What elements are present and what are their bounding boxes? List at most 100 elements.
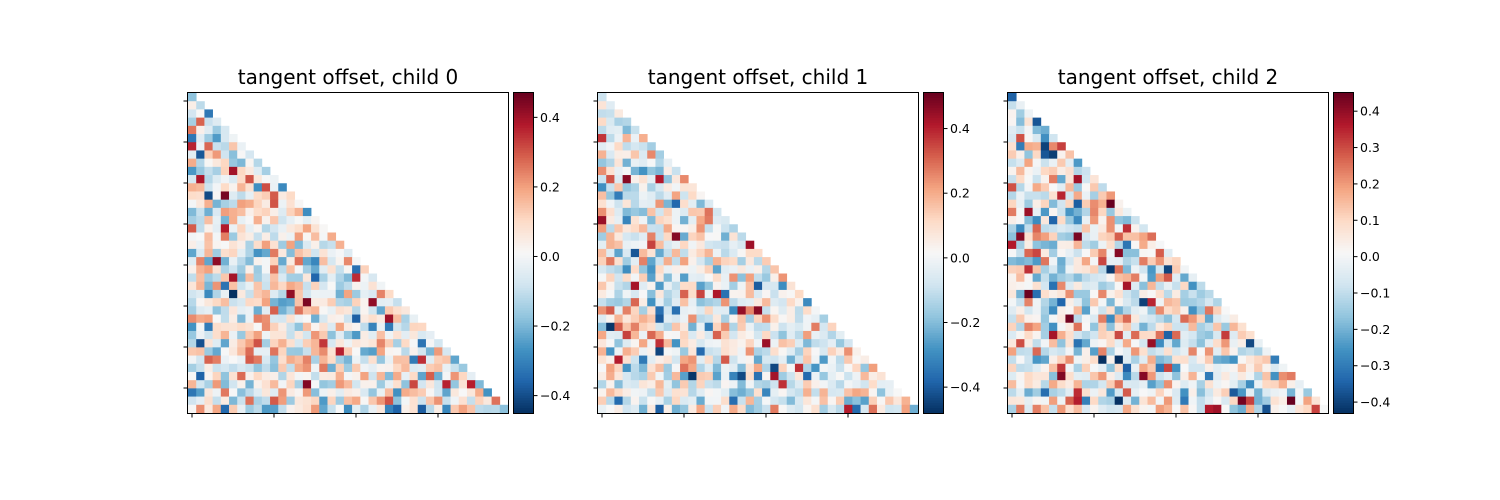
colorbar-segment	[923, 278, 943, 281]
heatmap-cell	[376, 289, 386, 299]
heatmap-cell	[663, 224, 673, 233]
heatmap-cell	[270, 240, 279, 250]
colorbar-segment	[513, 398, 533, 401]
heatmap-cell	[606, 191, 615, 201]
heatmap-cell	[434, 396, 443, 406]
colorbar-segment	[513, 185, 533, 189]
heatmap-cell	[204, 273, 213, 283]
heatmap-cell	[450, 371, 460, 381]
heatmap-cell	[253, 240, 263, 250]
heatmap-cell	[622, 298, 632, 307]
heatmap-cell	[745, 330, 755, 340]
heatmap-cell	[622, 134, 632, 143]
heatmap-cell	[1221, 404, 1230, 414]
heatmap-cell	[261, 257, 271, 266]
heatmap-cell	[294, 339, 304, 348]
heatmap-cell	[1073, 355, 1083, 365]
heatmap-cell	[294, 322, 304, 332]
colorbar-segment	[923, 110, 943, 114]
heatmap-cell	[655, 273, 664, 283]
heatmap-cell	[188, 240, 197, 250]
heatmap-cell	[745, 363, 755, 373]
heatmap-cell	[1049, 396, 1058, 406]
heatmap-cell	[204, 281, 213, 291]
heatmap-cell	[696, 257, 706, 266]
heatmap-cell	[1065, 322, 1074, 332]
heatmap-cell	[286, 355, 296, 365]
colorbar-segment	[923, 263, 943, 266]
heatmap-cell	[1073, 339, 1083, 348]
heatmap-cell	[704, 224, 714, 233]
heatmap-cell	[1196, 371, 1206, 381]
heatmap-cell	[1073, 388, 1083, 397]
heatmap-cell	[1278, 371, 1288, 381]
heatmap-cell	[425, 396, 435, 406]
heatmap-cell	[639, 257, 648, 266]
heatmap-cell	[712, 265, 722, 274]
heatmap-cell	[343, 322, 353, 332]
heatmap-cell	[466, 388, 476, 397]
heatmap-cell	[253, 371, 263, 381]
heatmap-cell	[671, 339, 681, 348]
heatmap-cell	[811, 322, 820, 332]
heatmap-cell	[253, 380, 263, 389]
colorbar-segment	[1333, 288, 1353, 291]
heatmap-cell	[1139, 248, 1148, 258]
heatmap-cell	[491, 396, 501, 406]
heatmap-cell	[598, 224, 607, 233]
heatmap-cell	[343, 289, 353, 299]
panel-0-cb-tick-label: 0.0	[540, 249, 560, 264]
heatmap-cell	[1147, 347, 1157, 356]
heatmap-cell	[745, 306, 755, 315]
heatmap-cell	[261, 183, 271, 192]
heatmap-cell	[1049, 306, 1058, 315]
heatmap-cell	[1065, 191, 1074, 201]
heatmap-cell	[253, 248, 263, 258]
heatmap-cell	[1065, 314, 1074, 324]
heatmap-cell	[1016, 134, 1025, 143]
heatmap-cell	[229, 150, 238, 159]
heatmap-cell	[229, 191, 238, 201]
heatmap-cell	[1081, 232, 1091, 242]
colorbar-segment	[923, 258, 943, 261]
heatmap-cell	[671, 330, 681, 340]
heatmap-cell	[311, 224, 320, 233]
heatmap-cell	[803, 371, 812, 381]
heatmap-cell	[1024, 355, 1033, 365]
heatmap-cell	[1016, 322, 1025, 332]
heatmap-cell	[794, 298, 804, 307]
heatmap-cell	[1147, 363, 1157, 373]
heatmap-cell	[343, 396, 353, 406]
heatmap-cell	[220, 150, 230, 159]
heatmap-cell	[319, 289, 328, 299]
heatmap-cell	[270, 298, 279, 307]
heatmap-cell	[491, 404, 501, 414]
colorbar-segment	[1333, 315, 1353, 319]
heatmap-cell	[196, 314, 205, 324]
heatmap-cell	[721, 363, 730, 373]
heatmap-cell	[1139, 265, 1148, 274]
colorbar-segment	[513, 225, 533, 229]
heatmap-cell	[770, 281, 779, 291]
heatmap-cell	[450, 380, 460, 389]
heatmap-cell	[622, 207, 632, 217]
heatmap-cell	[721, 265, 730, 274]
heatmap-cell	[1008, 216, 1017, 225]
heatmap-cell	[253, 207, 263, 217]
heatmap-cell	[188, 339, 197, 348]
colorbar-segment	[923, 120, 943, 124]
heatmap-cell	[261, 355, 271, 365]
colorbar-segment	[513, 155, 533, 159]
heatmap-cell	[393, 371, 402, 381]
heatmap-cell	[1245, 380, 1255, 389]
heatmap-cell	[606, 216, 615, 225]
heatmap-cell	[827, 355, 837, 365]
heatmap-cell	[1098, 355, 1107, 365]
heatmap-cell	[204, 347, 213, 356]
heatmap-cell	[1213, 330, 1222, 340]
heatmap-cell	[1188, 273, 1198, 283]
heatmap-cell	[475, 388, 484, 397]
heatmap-cell	[655, 396, 664, 406]
colorbar-segment	[513, 410, 533, 414]
heatmap-cell	[229, 396, 238, 406]
